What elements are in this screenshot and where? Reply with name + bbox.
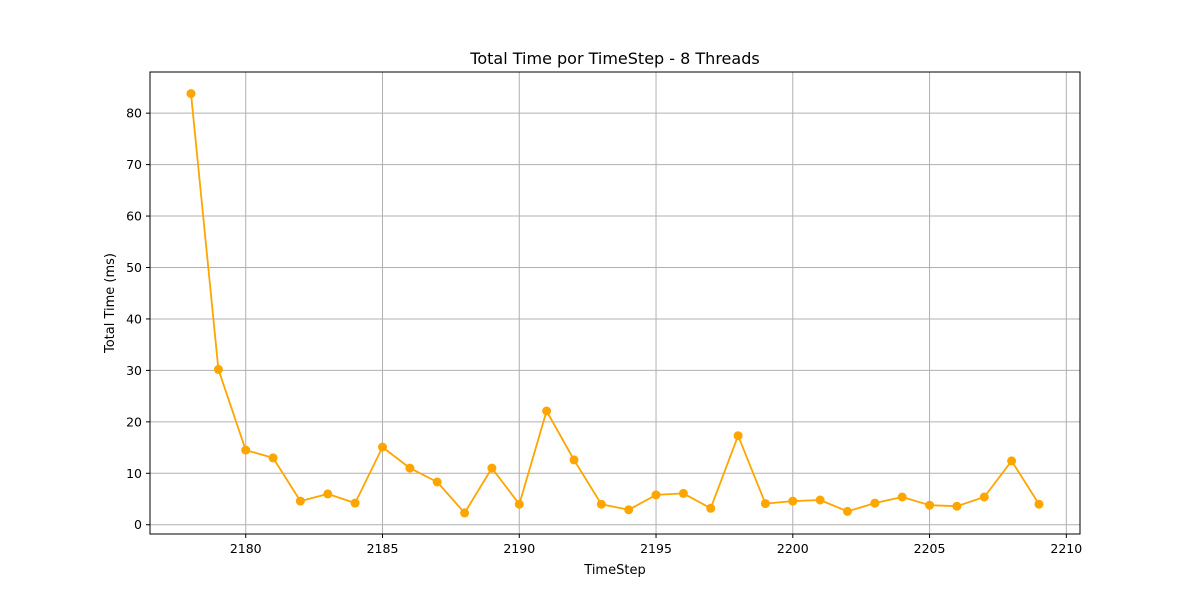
data-point	[870, 498, 880, 508]
data-point	[925, 500, 935, 510]
data-point	[350, 498, 360, 508]
data-point	[788, 496, 798, 506]
x-axis-label: TimeStep	[583, 563, 645, 578]
data-point	[596, 499, 606, 509]
ticks: 2180 2185 2190 2195 2200 2205 2210 0 10 20 30 40 50 6…	[126, 106, 1082, 556]
y-tick-label: 50	[126, 260, 142, 275]
y-tick-label: 10	[126, 466, 142, 481]
data-point	[843, 506, 852, 516]
x-tick-label: 2190	[503, 541, 535, 556]
plot-frame	[149, 71, 1081, 535]
series-layer	[186, 89, 1044, 518]
data-point	[815, 495, 825, 505]
data-point	[514, 499, 524, 509]
data-point	[569, 455, 579, 465]
data-point	[295, 496, 305, 506]
data-point	[952, 501, 962, 511]
data-point	[213, 364, 223, 374]
y-tick-label: 20	[126, 414, 142, 429]
x-tick-label: 2185	[367, 541, 399, 556]
x-tick-label: 2210	[1050, 541, 1082, 556]
data-point	[460, 508, 470, 518]
y-axis-label: Total Time (ms)	[103, 253, 118, 354]
series-line	[190, 93, 1040, 514]
data-point	[186, 89, 196, 99]
x-tick-label: 2200	[777, 541, 809, 556]
data-point	[241, 445, 251, 455]
x-tick-label: 2205	[914, 541, 946, 556]
y-tick-label: 30	[126, 363, 142, 378]
data-point	[1007, 456, 1017, 466]
data-point	[268, 453, 278, 463]
y-tick-label: 0	[134, 517, 142, 532]
data-point	[760, 499, 770, 509]
x-tick-label: 2180	[230, 541, 262, 556]
data-point	[897, 492, 907, 502]
y-tick-label: 60	[126, 209, 142, 224]
x-tick-label: 2195	[640, 541, 672, 556]
data-point	[1034, 499, 1044, 509]
data-point	[624, 505, 634, 515]
data-point	[405, 463, 415, 473]
y-tick-label: 70	[126, 157, 142, 172]
data-point	[733, 431, 743, 441]
data-point	[678, 488, 688, 498]
y-tick-label: 40	[126, 311, 142, 326]
data-point	[542, 406, 552, 416]
data-point	[487, 463, 497, 473]
y-tick-label: 80	[126, 106, 142, 121]
grid	[150, 72, 1080, 534]
data-point	[378, 442, 387, 452]
data-point	[323, 489, 333, 499]
data-point	[432, 477, 442, 487]
chart-title: Total Time por TimeStep - 8 Threads	[469, 49, 759, 68]
data-point	[651, 490, 661, 500]
data-point	[979, 492, 989, 502]
data-point	[706, 503, 716, 513]
